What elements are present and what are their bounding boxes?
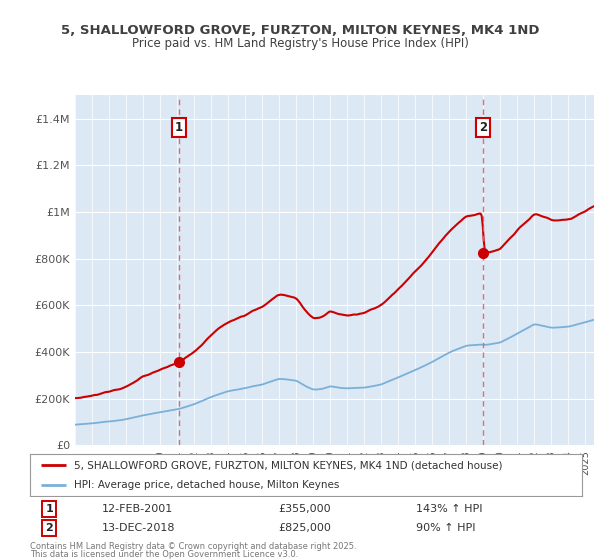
Text: HPI: Average price, detached house, Milton Keynes: HPI: Average price, detached house, Milt… (74, 480, 340, 490)
Text: 1: 1 (175, 122, 183, 134)
Text: 5, SHALLOWFORD GROVE, FURZTON, MILTON KEYNES, MK4 1ND (detached house): 5, SHALLOWFORD GROVE, FURZTON, MILTON KE… (74, 460, 503, 470)
Text: Price paid vs. HM Land Registry's House Price Index (HPI): Price paid vs. HM Land Registry's House … (131, 37, 469, 50)
Text: 1: 1 (46, 504, 53, 514)
Text: 5, SHALLOWFORD GROVE, FURZTON, MILTON KEYNES, MK4 1ND: 5, SHALLOWFORD GROVE, FURZTON, MILTON KE… (61, 24, 539, 36)
Text: 2: 2 (46, 523, 53, 533)
Text: 143% ↑ HPI: 143% ↑ HPI (416, 504, 483, 514)
Text: 90% ↑ HPI: 90% ↑ HPI (416, 523, 476, 533)
Text: This data is licensed under the Open Government Licence v3.0.: This data is licensed under the Open Gov… (30, 550, 298, 559)
Text: 13-DEC-2018: 13-DEC-2018 (102, 523, 175, 533)
Text: £355,000: £355,000 (278, 504, 331, 514)
Text: 12-FEB-2001: 12-FEB-2001 (102, 504, 173, 514)
Text: 2: 2 (479, 122, 487, 134)
Text: £825,000: £825,000 (278, 523, 331, 533)
Text: Contains HM Land Registry data © Crown copyright and database right 2025.: Contains HM Land Registry data © Crown c… (30, 543, 356, 552)
